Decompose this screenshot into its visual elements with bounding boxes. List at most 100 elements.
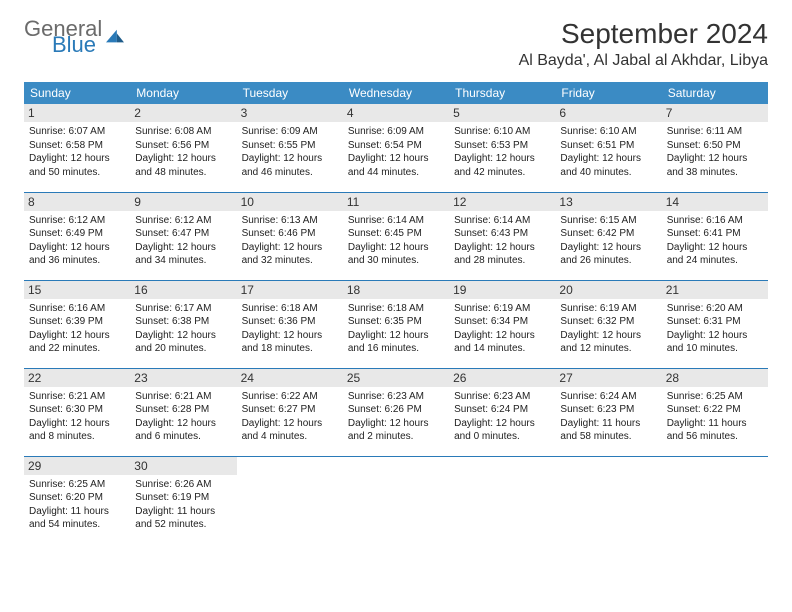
calendar-cell: 5 Sunrise: 6:10 AMSunset: 6:53 PMDaylight…	[449, 104, 555, 192]
calendar-row: 15 Sunrise: 6:16 AMSunset: 6:39 PMDayligh…	[24, 280, 768, 368]
day-number: 25	[343, 369, 449, 387]
day-info: Sunrise: 6:07 AMSunset: 6:58 PMDaylight:…	[29, 125, 125, 179]
calendar-cell: 19 Sunrise: 6:19 AMSunset: 6:34 PMDayligh…	[449, 280, 555, 368]
day-number: 11	[343, 193, 449, 211]
day-info: Sunrise: 6:21 AMSunset: 6:30 PMDaylight:…	[29, 390, 125, 444]
day-number: 6	[555, 104, 661, 122]
day-info: Sunrise: 6:14 AMSunset: 6:45 PMDaylight:…	[348, 214, 444, 268]
logo-text-blue: Blue	[52, 34, 102, 56]
calendar-row: 29 Sunrise: 6:25 AMSunset: 6:20 PMDayligh…	[24, 456, 768, 544]
calendar-body: 1 Sunrise: 6:07 AMSunset: 6:58 PMDaylight…	[24, 104, 768, 544]
day-info: Sunrise: 6:18 AMSunset: 6:36 PMDaylight:…	[242, 302, 338, 356]
header: General Blue September 2024 Al Bayda', A…	[24, 18, 768, 70]
weekday-header: Tuesday	[237, 82, 343, 104]
weekday-header-row: SundayMondayTuesdayWednesdayThursdayFrid…	[24, 82, 768, 104]
day-number: 2	[130, 104, 236, 122]
day-info: Sunrise: 6:23 AMSunset: 6:26 PMDaylight:…	[348, 390, 444, 444]
day-info: Sunrise: 6:19 AMSunset: 6:34 PMDaylight:…	[454, 302, 550, 356]
calendar-cell: 25 Sunrise: 6:23 AMSunset: 6:26 PMDayligh…	[343, 368, 449, 456]
calendar-cell: 11 Sunrise: 6:14 AMSunset: 6:45 PMDayligh…	[343, 192, 449, 280]
calendar-cell: 17Sunrise: 6:18 AMSunset: 6:36 PMDayligh…	[237, 280, 343, 368]
weekday-header: Monday	[130, 82, 236, 104]
calendar-cell	[555, 456, 661, 544]
day-number: 19	[449, 281, 555, 299]
day-info: Sunrise: 6:22 AMSunset: 6:27 PMDaylight:…	[242, 390, 338, 444]
day-number: 3	[237, 104, 343, 122]
calendar-cell: 30 Sunrise: 6:26 AMSunset: 6:19 PMDayligh…	[130, 456, 236, 544]
day-number: 22	[24, 369, 130, 387]
day-number: 15	[24, 281, 130, 299]
weekday-header: Sunday	[24, 82, 130, 104]
day-info: Sunrise: 6:25 AMSunset: 6:22 PMDaylight:…	[667, 390, 763, 444]
calendar-cell: 21 Sunrise: 6:20 AMSunset: 6:31 PMDayligh…	[662, 280, 768, 368]
calendar-cell: 6 Sunrise: 6:10 AMSunset: 6:51 PMDaylight…	[555, 104, 661, 192]
calendar-cell: 27 Sunrise: 6:24 AMSunset: 6:23 PMDayligh…	[555, 368, 661, 456]
calendar-cell: 10 Sunrise: 6:13 AMSunset: 6:46 PMDayligh…	[237, 192, 343, 280]
day-info: Sunrise: 6:10 AMSunset: 6:53 PMDaylight:…	[454, 125, 550, 179]
calendar-cell: 15 Sunrise: 6:16 AMSunset: 6:39 PMDayligh…	[24, 280, 130, 368]
logo: General Blue	[24, 18, 126, 56]
day-number: 20	[555, 281, 661, 299]
day-info: Sunrise: 6:21 AMSunset: 6:28 PMDaylight:…	[135, 390, 231, 444]
calendar-cell: 28 Sunrise: 6:25 AMSunset: 6:22 PMDayligh…	[662, 368, 768, 456]
day-number: 4	[343, 104, 449, 122]
calendar-cell: 26 Sunrise: 6:23 AMSunset: 6:24 PMDayligh…	[449, 368, 555, 456]
calendar-row: 22 Sunrise: 6:21 AMSunset: 6:30 PMDayligh…	[24, 368, 768, 456]
day-info: Sunrise: 6:20 AMSunset: 6:31 PMDaylight:…	[667, 302, 763, 356]
calendar-cell: 12 Sunrise: 6:14 AMSunset: 6:43 PMDayligh…	[449, 192, 555, 280]
weekday-header: Thursday	[449, 82, 555, 104]
weekday-header: Wednesday	[343, 82, 449, 104]
calendar-cell: 3 Sunrise: 6:09 AMSunset: 6:55 PMDaylight…	[237, 104, 343, 192]
calendar-cell	[237, 456, 343, 544]
day-number: 23	[130, 369, 236, 387]
weekday-header: Saturday	[662, 82, 768, 104]
day-number: 8	[24, 193, 130, 211]
location: Al Bayda', Al Jabal al Akhdar, Libya	[519, 52, 768, 70]
day-number: 29	[24, 457, 130, 475]
month-title: September 2024	[519, 18, 768, 50]
day-info: Sunrise: 6:14 AMSunset: 6:43 PMDaylight:…	[454, 214, 550, 268]
calendar-cell: 29 Sunrise: 6:25 AMSunset: 6:20 PMDayligh…	[24, 456, 130, 544]
day-number: 12	[449, 193, 555, 211]
day-info: Sunrise: 6:08 AMSunset: 6:56 PMDaylight:…	[135, 125, 231, 179]
calendar-cell: 4Sunrise: 6:09 AMSunset: 6:54 PMDaylight…	[343, 104, 449, 192]
calendar-table: SundayMondayTuesdayWednesdayThursdayFrid…	[24, 82, 768, 544]
calendar-cell: 13 Sunrise: 6:15 AMSunset: 6:42 PMDayligh…	[555, 192, 661, 280]
day-info: Sunrise: 6:15 AMSunset: 6:42 PMDaylight:…	[560, 214, 656, 268]
day-number: 13	[555, 193, 661, 211]
day-number: 28	[662, 369, 768, 387]
day-number: 24	[237, 369, 343, 387]
day-number: 21	[662, 281, 768, 299]
calendar-cell: 1 Sunrise: 6:07 AMSunset: 6:58 PMDaylight…	[24, 104, 130, 192]
day-info: Sunrise: 6:09 AMSunset: 6:55 PMDaylight:…	[242, 125, 338, 179]
calendar-cell	[662, 456, 768, 544]
day-info: Sunrise: 6:26 AMSunset: 6:19 PMDaylight:…	[135, 478, 231, 532]
day-number: 7	[662, 104, 768, 122]
logo-triangle-icon	[104, 28, 126, 46]
calendar-cell: 14Sunrise: 6:16 AMSunset: 6:41 PMDayligh…	[662, 192, 768, 280]
day-number: 1	[24, 104, 130, 122]
day-number: 30	[130, 457, 236, 475]
day-number: 10	[237, 193, 343, 211]
day-info: Sunrise: 6:10 AMSunset: 6:51 PMDaylight:…	[560, 125, 656, 179]
day-info: Sunrise: 6:25 AMSunset: 6:20 PMDaylight:…	[29, 478, 125, 532]
calendar-cell: 24 Sunrise: 6:22 AMSunset: 6:27 PMDayligh…	[237, 368, 343, 456]
day-number: 5	[449, 104, 555, 122]
calendar-row: 8 Sunrise: 6:12 AMSunset: 6:49 PMDaylight…	[24, 192, 768, 280]
day-number: 14	[662, 193, 768, 211]
day-info: Sunrise: 6:24 AMSunset: 6:23 PMDaylight:…	[560, 390, 656, 444]
day-info: Sunrise: 6:16 AMSunset: 6:39 PMDaylight:…	[29, 302, 125, 356]
day-info: Sunrise: 6:13 AMSunset: 6:46 PMDaylight:…	[242, 214, 338, 268]
day-number: 16	[130, 281, 236, 299]
calendar-row: 1 Sunrise: 6:07 AMSunset: 6:58 PMDaylight…	[24, 104, 768, 192]
title-block: September 2024 Al Bayda', Al Jabal al Ak…	[519, 18, 768, 70]
day-info: Sunrise: 6:11 AMSunset: 6:50 PMDaylight:…	[667, 125, 763, 179]
day-info: Sunrise: 6:23 AMSunset: 6:24 PMDaylight:…	[454, 390, 550, 444]
calendar-cell	[343, 456, 449, 544]
day-info: Sunrise: 6:17 AMSunset: 6:38 PMDaylight:…	[135, 302, 231, 356]
day-info: Sunrise: 6:12 AMSunset: 6:49 PMDaylight:…	[29, 214, 125, 268]
day-number: 26	[449, 369, 555, 387]
day-number: 27	[555, 369, 661, 387]
day-info: Sunrise: 6:19 AMSunset: 6:32 PMDaylight:…	[560, 302, 656, 356]
weekday-header: Friday	[555, 82, 661, 104]
